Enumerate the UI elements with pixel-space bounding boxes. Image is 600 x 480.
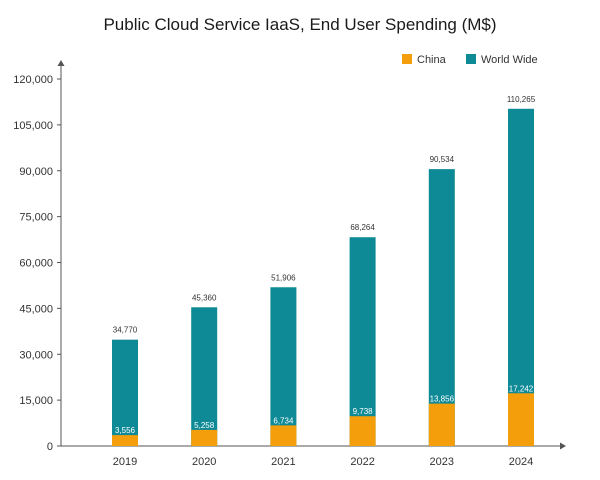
bar-china [508, 393, 534, 446]
bar-world-wide [508, 108, 534, 446]
bar-world-wide [112, 339, 138, 446]
x-tick-label: 2020 [192, 456, 216, 468]
x-tick-label: 2022 [350, 456, 374, 468]
data-label-china: 9,738 [353, 407, 374, 416]
x-tick-label: 2023 [430, 456, 454, 468]
axes [57, 60, 566, 450]
legend-swatch-china [402, 54, 412, 64]
bar-world-wide [349, 237, 376, 446]
bar-china [349, 416, 376, 446]
data-labels: 34,770 3,556 45,360 5,258 51,906 6,734 68,264 9… [113, 95, 536, 435]
y-tick-label: 0 [47, 441, 53, 453]
x-axis-ticks: 2019 2020 2021 2022 2023 2024 [113, 456, 533, 468]
data-label-china: 5,258 [194, 421, 215, 430]
bar-world-wide [428, 169, 455, 446]
data-label-world-wide: 34,770 [113, 326, 138, 335]
data-label-world-wide: 110,265 [507, 95, 536, 104]
data-label-china: 6,734 [273, 416, 294, 425]
bar-world-wide [191, 307, 218, 446]
y-tick-label: 45,000 [19, 303, 53, 315]
data-label-world-wide: 90,534 [430, 155, 455, 164]
data-label-world-wide: 51,906 [271, 273, 296, 282]
bar-china [428, 403, 455, 446]
chart-title: Public Cloud Service IaaS, End User Spen… [103, 15, 496, 34]
y-axis-ticks: 0 15,000 30,000 45,000 60,000 75,000 90,000 105… [13, 74, 61, 453]
bar-china [191, 429, 218, 446]
y-tick-label: 105,000 [13, 120, 53, 132]
data-label-china: 3,556 [115, 426, 136, 435]
y-tick-label: 30,000 [19, 349, 53, 361]
bars [112, 108, 534, 446]
x-tick-label: 2024 [509, 456, 533, 468]
bar-world-wide [270, 287, 297, 446]
bar-china [270, 425, 297, 446]
legend-swatch-world-wide [466, 54, 476, 64]
y-tick-label: 90,000 [19, 166, 53, 178]
data-label-world-wide: 45,360 [192, 293, 217, 302]
legend: China World Wide [402, 54, 538, 66]
legend-label-china: China [417, 54, 447, 66]
y-tick-label: 60,000 [19, 258, 53, 270]
y-tick-label: 15,000 [19, 395, 53, 407]
bar-china [112, 435, 138, 446]
legend-label-world-wide: World Wide [481, 54, 538, 66]
data-label-china: 13,856 [430, 395, 455, 404]
y-axis-arrow [57, 60, 65, 66]
y-tick-label: 120,000 [13, 74, 53, 86]
x-tick-label: 2019 [113, 456, 137, 468]
x-axis-arrow [560, 442, 566, 450]
y-tick-label: 75,000 [19, 212, 53, 224]
x-tick-label: 2021 [271, 456, 295, 468]
data-label-china: 17,242 [509, 384, 534, 393]
data-label-world-wide: 68,264 [350, 223, 375, 232]
